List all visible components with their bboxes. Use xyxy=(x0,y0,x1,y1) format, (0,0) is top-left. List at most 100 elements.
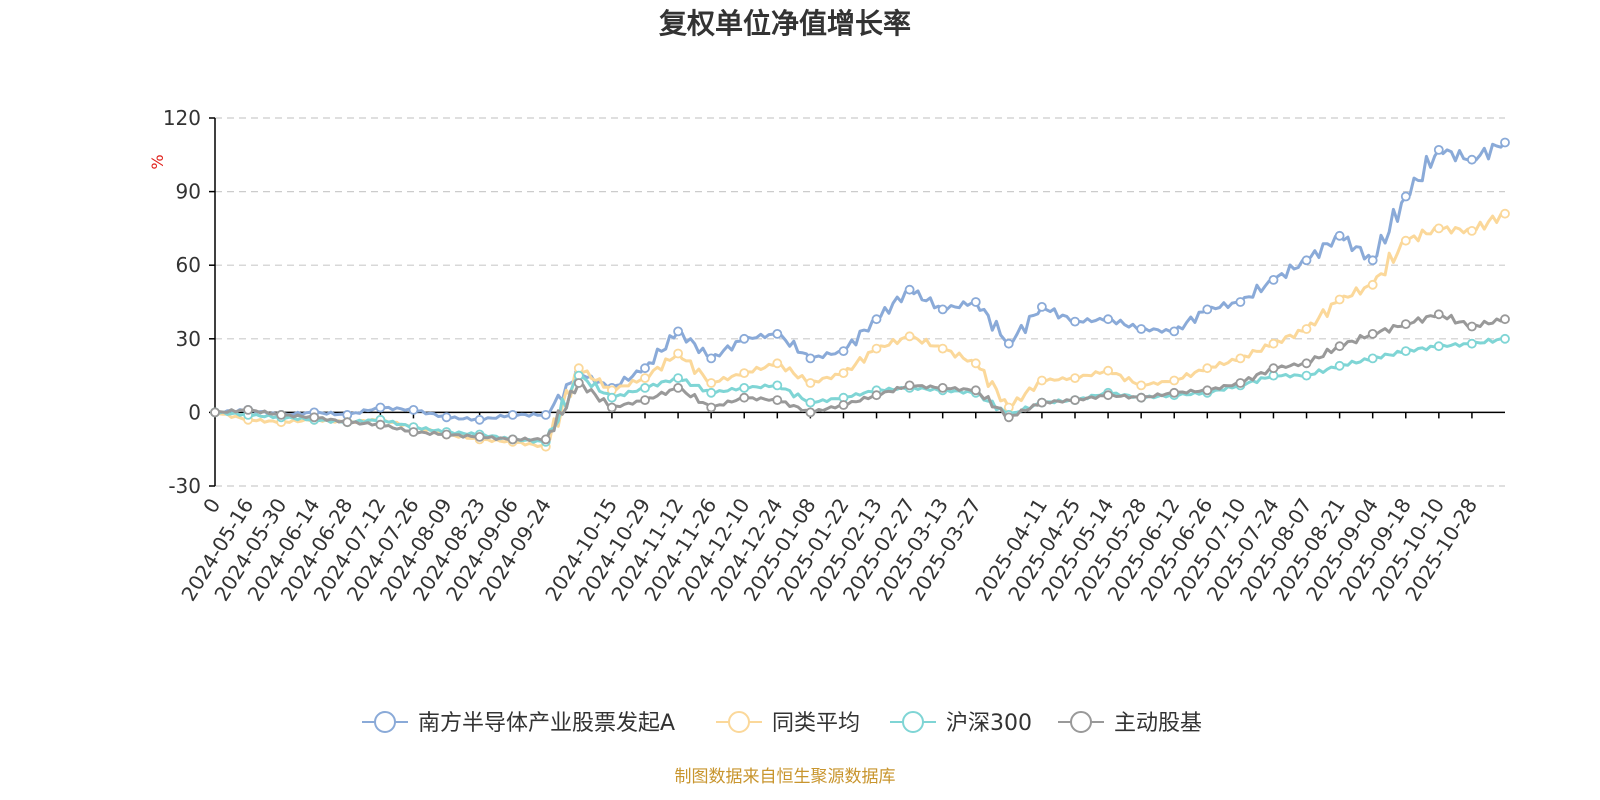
data-point xyxy=(243,404,254,415)
data-point xyxy=(342,417,353,428)
legend-item[interactable]: 主动股基 xyxy=(1058,711,1202,736)
series-line xyxy=(214,312,1506,442)
data-point xyxy=(1400,346,1411,357)
series-lines xyxy=(210,137,1510,452)
data-point xyxy=(904,331,915,342)
data-point xyxy=(640,373,650,384)
data-point xyxy=(640,395,650,406)
data-point xyxy=(1433,341,1444,352)
data-point xyxy=(1037,301,1047,312)
series-line xyxy=(214,337,1506,444)
data-point xyxy=(1169,387,1180,398)
data-point xyxy=(1103,314,1113,325)
series-3 xyxy=(210,309,1510,445)
legend-item[interactable]: 南方半导体产业股票发起A xyxy=(362,711,675,736)
data-point xyxy=(1500,314,1510,325)
data-point xyxy=(706,387,717,398)
data-point xyxy=(805,407,816,418)
data-point xyxy=(1136,392,1147,403)
series-2 xyxy=(210,333,1510,447)
y-tick-label: 120 xyxy=(163,106,201,130)
data-point xyxy=(1202,385,1213,396)
data-point xyxy=(507,409,518,420)
data-point xyxy=(1334,360,1345,371)
legend-item[interactable]: 同类平均 xyxy=(716,711,860,736)
data-point xyxy=(1103,365,1113,376)
data-point xyxy=(871,343,882,354)
data-point xyxy=(970,385,981,396)
series-line xyxy=(214,141,1507,422)
data-point xyxy=(1268,363,1279,374)
data-point xyxy=(607,392,617,403)
data-point xyxy=(1268,274,1279,285)
data-point xyxy=(309,412,320,423)
data-point xyxy=(1070,395,1080,406)
data-point xyxy=(1235,378,1246,388)
data-point xyxy=(739,368,750,379)
data-point xyxy=(772,380,783,391)
data-point xyxy=(1268,338,1279,349)
y-axis: -30 0 30 60 90 120 xyxy=(163,106,216,498)
data-point xyxy=(1467,321,1477,332)
data-point xyxy=(1400,319,1411,330)
data-point xyxy=(838,400,849,410)
data-point xyxy=(474,431,485,442)
data-point xyxy=(772,328,783,339)
data-point xyxy=(640,363,650,374)
data-point xyxy=(1334,230,1345,241)
data-point xyxy=(607,402,617,413)
data-point xyxy=(937,304,948,315)
chart-title: 复权单位净值增长率 xyxy=(659,7,911,40)
data-point xyxy=(805,397,816,408)
data-point xyxy=(871,390,882,401)
data-point xyxy=(838,368,849,379)
data-point xyxy=(871,314,882,325)
x-axis: 02024-05-162024-05-302024-06-142024-06-2… xyxy=(176,411,1505,605)
legend: 南方半导体产业股票发起A 同类平均 沪深300 主动股基 xyxy=(362,711,1202,736)
data-point xyxy=(1301,358,1312,369)
data-point xyxy=(1301,255,1312,266)
source-note: 制图数据来自恒生聚源数据库 xyxy=(675,767,896,787)
data-point xyxy=(1235,297,1246,307)
data-point xyxy=(904,380,915,391)
data-point xyxy=(408,404,419,415)
data-point xyxy=(640,382,650,393)
y-tick-label: -30 xyxy=(168,474,201,498)
y-tick-label: 0 xyxy=(188,400,201,424)
data-point xyxy=(1301,324,1312,334)
data-point xyxy=(1467,154,1477,165)
data-point xyxy=(507,434,518,445)
data-point xyxy=(375,419,386,430)
data-point xyxy=(706,378,717,388)
data-point xyxy=(1169,326,1180,337)
data-point xyxy=(1500,137,1510,148)
data-point xyxy=(573,378,584,388)
data-point xyxy=(673,348,683,359)
legend-label: 主动股基 xyxy=(1114,711,1202,736)
legend-label: 南方半导体产业股票发起A xyxy=(418,711,675,736)
data-point xyxy=(1202,304,1213,315)
data-point xyxy=(1136,380,1147,391)
data-point xyxy=(1467,338,1477,349)
data-point xyxy=(805,353,816,364)
data-point xyxy=(474,414,485,425)
legend-item[interactable]: 沪深300 xyxy=(890,711,1032,736)
legend-marker-icon xyxy=(1070,711,1092,733)
data-point xyxy=(408,427,419,437)
data-point xyxy=(1334,341,1345,352)
data-point xyxy=(937,382,948,393)
y-axis-unit: % xyxy=(148,154,167,169)
series-0 xyxy=(210,137,1510,425)
data-point xyxy=(1367,353,1378,364)
data-point xyxy=(375,402,386,413)
data-point xyxy=(1003,338,1014,349)
data-point xyxy=(1334,294,1345,305)
data-point xyxy=(739,382,750,393)
data-point xyxy=(805,378,816,388)
y-tick-label: 90 xyxy=(176,180,201,204)
data-point xyxy=(1367,328,1378,339)
data-point xyxy=(1433,144,1444,155)
data-point xyxy=(772,395,783,406)
x-tick-label: 0 xyxy=(198,494,225,518)
data-point xyxy=(970,297,981,307)
